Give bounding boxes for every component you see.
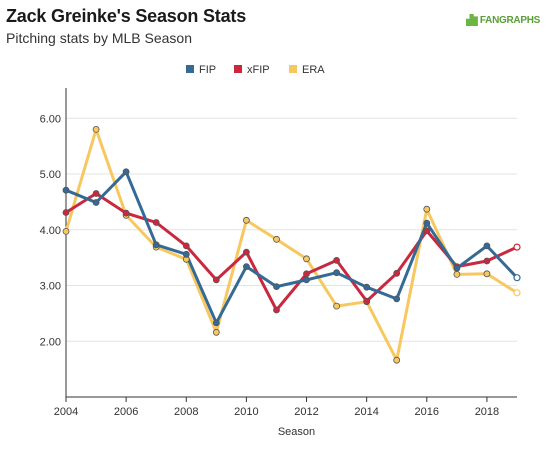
data-point-fip <box>62 186 70 194</box>
data-point-xfip <box>423 227 431 235</box>
data-point-era <box>92 125 100 133</box>
data-point-xfip <box>152 219 160 226</box>
data-point-era <box>483 270 491 278</box>
x-tick-label: 2004 <box>54 406 78 418</box>
data-point-fip <box>393 295 401 303</box>
data-point-fip <box>122 168 130 176</box>
series-line-era <box>64 127 519 362</box>
data-point-era <box>273 235 280 243</box>
data-point-fip <box>453 264 461 272</box>
data-point-fip <box>423 219 431 227</box>
legend-swatch-fip <box>186 65 194 73</box>
x-tick-label: 2016 <box>415 406 439 418</box>
data-point-xfip <box>212 276 220 284</box>
data-point-era <box>242 216 250 224</box>
data-point-fip <box>92 199 100 206</box>
data-point-era <box>333 302 341 310</box>
data-point-fip <box>212 319 220 327</box>
data-point-xfip <box>393 269 401 277</box>
series-line-fip <box>64 170 519 325</box>
x-tick-label: 2010 <box>234 406 258 418</box>
data-point-fip <box>513 274 521 282</box>
x-tick-label: 2006 <box>114 406 138 418</box>
y-tick-label: 4.00 <box>40 225 61 237</box>
data-point-era <box>62 227 70 235</box>
data-point-xfip <box>242 248 250 256</box>
data-point-fip <box>152 241 160 249</box>
data-point-xfip <box>62 209 70 216</box>
data-point-xfip <box>92 190 100 197</box>
data-point-fip <box>303 276 310 284</box>
data-point-era <box>423 205 431 213</box>
x-tick-label: 2008 <box>174 406 198 418</box>
data-point-era <box>513 289 521 297</box>
data-point-fip <box>273 283 280 291</box>
data-point-xfip <box>363 297 371 305</box>
chart-title: Zack Greinke's Season Stats <box>6 6 246 26</box>
y-tick-label: 6.00 <box>40 113 61 125</box>
data-point-xfip <box>513 243 521 251</box>
data-point-fip <box>363 283 371 291</box>
data-point-fip <box>483 242 491 250</box>
data-point-xfip <box>333 256 341 264</box>
series-line-xfip <box>64 192 519 312</box>
data-point-era <box>212 328 220 336</box>
data-point-fip <box>182 250 190 258</box>
legend-swatch-era <box>289 65 297 73</box>
x-axis-title: Season <box>278 426 315 438</box>
x-tick-label: 2012 <box>294 406 318 418</box>
data-point-era <box>303 255 310 263</box>
legend-label-fip: FIP <box>199 64 216 76</box>
data-point-xfip <box>273 306 280 314</box>
fangraphs-logo: FANGRAPHS <box>465 14 540 26</box>
data-point-era <box>453 270 461 278</box>
x-tick-label: 2018 <box>475 406 499 418</box>
legend-label-xfip: xFIP <box>247 64 270 76</box>
data-point-fip <box>242 263 250 271</box>
data-point-xfip <box>122 209 130 217</box>
fangraphs-logo-text: FANGRAPHS <box>479 14 540 26</box>
data-point-xfip <box>483 257 491 265</box>
legend-swatch-xfip <box>234 65 242 73</box>
data-point-era <box>393 356 401 364</box>
chart-subtitle: Pitching stats by MLB Season <box>6 30 192 46</box>
legend-label-era: ERA <box>302 64 325 76</box>
x-tick-label: 2014 <box>354 406 378 418</box>
y-tick-label: 2.00 <box>40 336 61 348</box>
data-point-xfip <box>303 270 310 278</box>
y-tick-label: 5.00 <box>40 169 61 181</box>
data-point-fip <box>333 269 341 277</box>
y-tick-label: 3.00 <box>40 281 61 293</box>
data-point-xfip <box>182 242 190 250</box>
